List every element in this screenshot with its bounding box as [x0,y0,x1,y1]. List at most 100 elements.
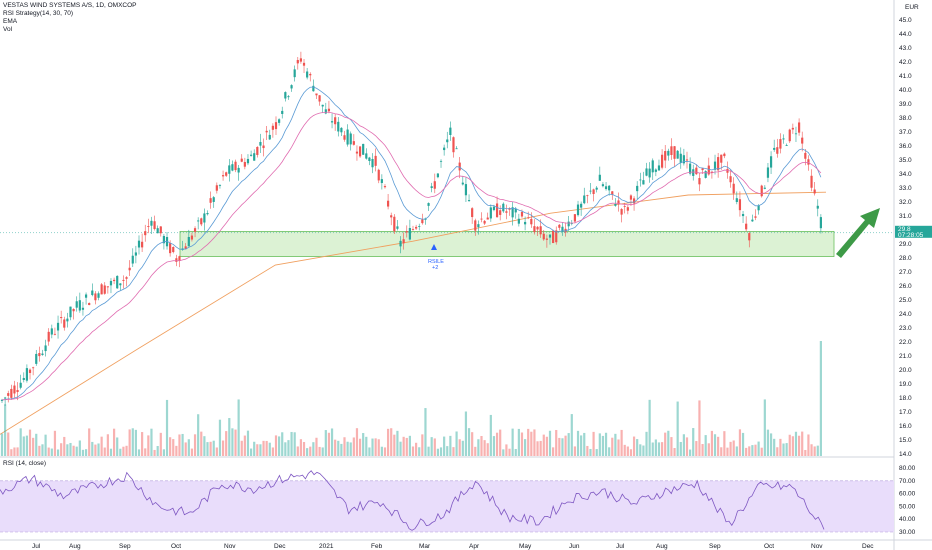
candle-body [608,185,611,191]
volume-bar [278,436,281,456]
candle-body [402,239,405,244]
candle-body [358,146,362,157]
volume-bar [371,438,374,456]
candle-body [122,279,125,281]
volume-bar [608,447,611,456]
volume-bar [611,437,614,456]
candle-body [667,150,670,156]
volume-bar [748,446,751,456]
volume-bar [707,443,710,456]
candle-body [548,234,552,238]
legend-indicator-ema[interactable]: EMA [3,18,18,25]
volume-bar [626,446,629,456]
ema-mid-line [1,111,822,401]
candle-body [523,221,527,225]
rsi-legend[interactable]: RSI (14, close) [3,460,46,467]
candle-body [654,169,657,172]
candle-body [206,213,209,215]
volume-bar [598,433,601,456]
volume-bar [467,428,471,456]
candle-body [598,174,601,181]
volume-bar [542,434,545,456]
volume-bar [474,446,477,456]
candle-body [489,207,492,219]
candle-body [84,294,88,298]
candle-body [458,162,461,171]
volume-bar [654,439,657,456]
volume-bar [452,447,455,456]
time-tick-label: Aug [69,543,81,550]
volume-bar [776,447,779,456]
volume-bar [75,446,78,456]
volume-bar [639,444,642,456]
legend-indicator-vol[interactable]: Vol [3,26,13,33]
volume-bar [116,437,119,456]
volume-bar [580,435,583,456]
volume-bar [558,437,561,456]
time-tick-label: Nov [811,543,823,550]
volume-bar [794,431,798,456]
volume-bar [296,446,299,456]
candle-body [268,134,271,140]
candle-body [228,165,231,174]
volume-bar [72,445,75,456]
green-arrow-icon [836,208,880,258]
candle-body [47,331,50,342]
candle-body [390,215,393,218]
candle-body [763,187,766,189]
volume-bar [156,446,159,456]
candle-body [586,195,589,197]
volume-bar [35,433,38,456]
candle-body [112,279,116,282]
volume-bar [480,436,483,456]
volume-bar [819,341,822,456]
legend-indicator-rsi-strategy[interactable]: RSI Strategy(14, 30, 70) [3,10,74,17]
volume-bar [651,442,654,456]
candle-body [679,153,682,163]
volume-bar [797,435,801,456]
candle-body [383,186,387,188]
candle-body [116,275,119,289]
candle-body [670,146,673,155]
volume-bar [281,432,284,456]
candle-body [38,353,41,357]
volume-bar [271,447,274,456]
volume-bar [262,440,265,456]
candle-body [819,217,822,229]
candle-body [7,393,10,396]
volume-bar [636,439,639,456]
volume-bar [259,444,262,456]
candle-body [315,93,318,96]
candle-body [312,85,315,92]
candle-body [595,187,598,190]
currency-label: EUR [905,4,919,11]
candle-body [237,167,240,173]
volume-bar [807,434,810,456]
candle-body [119,283,122,286]
volume-bar [287,440,290,456]
volume-bar [439,447,443,456]
candle-body [386,200,390,207]
volume-bar [586,445,589,456]
candle-body [225,172,228,176]
volume-bar [256,444,259,456]
volume-bar [81,449,85,456]
candle-body [570,223,573,224]
candle-body [259,141,262,146]
price-tick-label: 22.0 [899,339,912,346]
volume-bar [78,440,81,456]
candle-body [28,369,32,373]
candle-body [334,117,337,125]
candle-body [583,195,586,204]
volume-bar [723,431,726,456]
volume-bar [209,441,212,456]
candle-body [648,168,651,178]
volume-bar [505,444,508,456]
volume-bar [337,440,340,456]
candle-body [741,214,745,217]
volume-bar [41,444,44,456]
candle-body [240,158,243,162]
volume-bar [704,435,707,456]
volume-bar [657,442,661,456]
